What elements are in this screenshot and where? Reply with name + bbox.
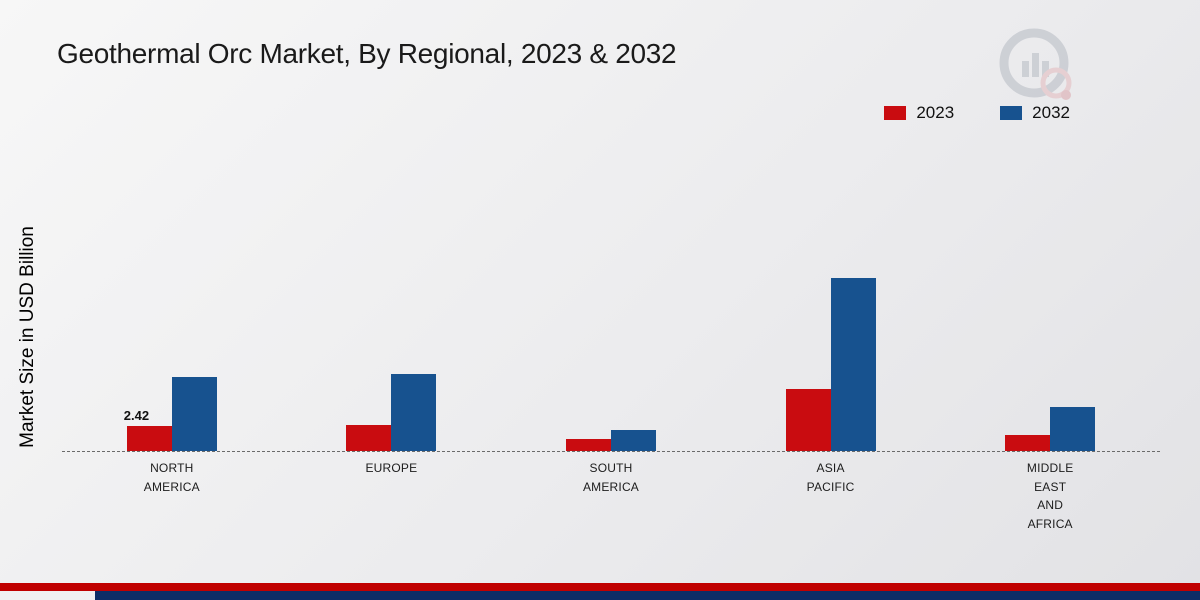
footer-navy-stripe	[95, 591, 1200, 600]
legend-label-2023: 2023	[916, 103, 955, 122]
bar-2032	[391, 374, 437, 451]
bar-2032	[610, 430, 656, 451]
bar-group	[940, 407, 1160, 451]
category-label: MIDDLE EAST AND AFRICA	[1026, 461, 1074, 531]
bar-2023	[1005, 435, 1051, 451]
bar-group	[501, 430, 721, 451]
category-label: EUROPE	[365, 461, 418, 475]
brand-watermark-icon	[999, 28, 1072, 100]
x-axis-baseline	[62, 451, 1160, 452]
bar-2023	[565, 439, 611, 451]
footer-red-stripe	[0, 583, 1200, 591]
chart-title: Geothermal Orc Market, By Regional, 2023…	[57, 38, 677, 69]
bar-group	[721, 278, 941, 451]
category-label: NORTH AMERICA	[143, 461, 200, 494]
category-label: ASIA PACIFIC	[806, 461, 855, 494]
plot-area: 2.42	[62, 120, 1160, 451]
bar-groups: 2.42	[62, 120, 1160, 451]
legend: 2023 2032	[884, 103, 1070, 123]
legend-swatch-2032	[1000, 106, 1023, 120]
legend-label-2032: 2032	[1032, 103, 1070, 122]
bar-2023: 2.42	[124, 408, 172, 451]
category-label: SOUTH AMERICA	[582, 461, 640, 494]
legend-item-2023: 2023	[884, 103, 954, 123]
bar-data-label: 2.42	[123, 408, 150, 423]
legend-swatch-2023	[884, 106, 907, 120]
y-axis-label: Market Size in USD Billion	[17, 226, 38, 448]
bar-group	[282, 374, 502, 451]
legend-item-2032: 2032	[1000, 103, 1070, 123]
bar-group: 2.42	[62, 377, 282, 451]
bar-2023	[346, 425, 392, 451]
category-labels: NORTH AMERICA EUROPE SOUTH AMERICA ASIA PAC…	[62, 459, 1160, 533]
bar-2032	[171, 377, 217, 451]
bar-2032	[1050, 407, 1096, 451]
bar-2032	[830, 278, 876, 451]
bar-2023	[785, 389, 831, 451]
